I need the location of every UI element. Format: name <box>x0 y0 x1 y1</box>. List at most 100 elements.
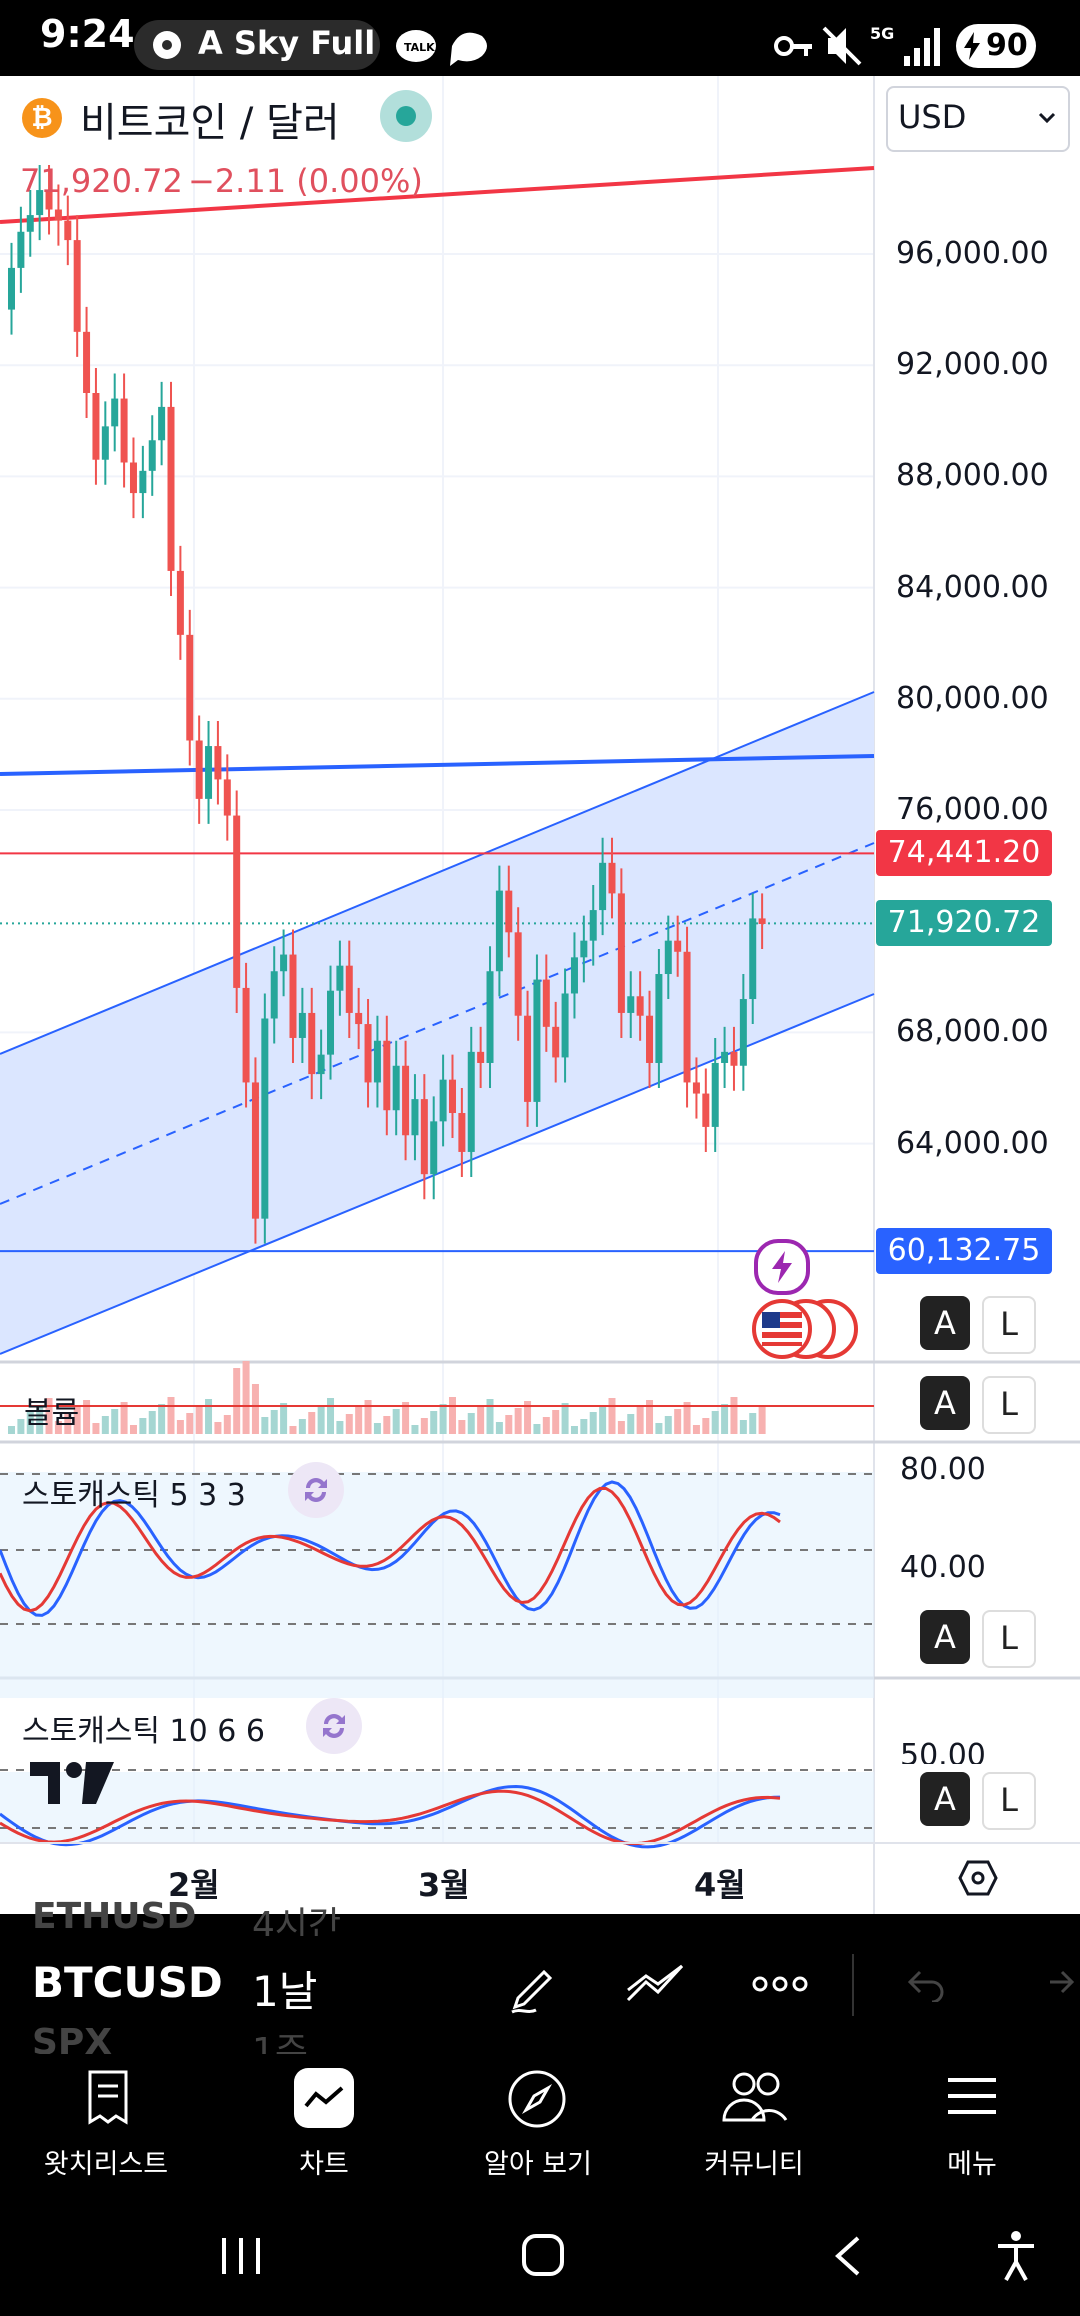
candle-body <box>589 910 597 941</box>
current-symbol[interactable]: BTCUSD <box>32 1958 223 2007</box>
volume-bar <box>430 1411 438 1434</box>
market-status-dot[interactable] <box>380 90 432 142</box>
volume-bar <box>627 1414 635 1434</box>
tab-watchlist[interactable]: 왓치리스트 <box>6 2054 206 2186</box>
log-scale-button-main[interactable]: L <box>982 1296 1036 1354</box>
candle-body <box>54 209 62 221</box>
tab-explore[interactable]: 알아 보기 <box>438 2054 638 2186</box>
regression-channel[interactable] <box>0 166 875 1355</box>
candle-body <box>495 890 503 972</box>
candle-body <box>139 470 147 494</box>
volume-bar <box>383 1416 391 1434</box>
us-economic-event-icon[interactable] <box>750 1298 860 1360</box>
volume-bar <box>327 1398 335 1434</box>
candle-body <box>383 1040 391 1111</box>
chart-area[interactable]: ₿ 비트코인 / 달러 71,920.72 −2.11 (0.00%) USD … <box>0 76 1080 1914</box>
candle-body <box>646 1015 654 1063</box>
volume-bar <box>64 1414 72 1434</box>
candle-body <box>92 393 100 460</box>
watch-row-next-interval[interactable]: 1주 <box>252 2031 309 2054</box>
log-scale-button-stoch2[interactable]: L <box>982 1772 1036 1830</box>
accessibility-icon[interactable] <box>994 2230 1038 2282</box>
candle-body <box>411 1099 419 1136</box>
stoch1-refresh-icon[interactable] <box>288 1462 344 1518</box>
volume-bar <box>739 1420 747 1434</box>
symbol-title[interactable]: 비트코인 / 달러 <box>80 100 340 146</box>
candle-body <box>721 1051 729 1063</box>
flash-event-icon[interactable] <box>754 1239 810 1295</box>
candle-body <box>627 996 635 1013</box>
candle-body <box>364 1024 372 1083</box>
candle-body <box>111 398 119 427</box>
volume-bar <box>617 1421 625 1434</box>
stoch2-pane-label[interactable]: 스토캐스틱 10 6 6 <box>22 1714 265 1749</box>
watch-row-prev-interval[interactable]: 4시간 <box>252 1905 342 1936</box>
volume-bar <box>552 1410 560 1434</box>
candle-body <box>439 1079 447 1122</box>
volume-bar <box>73 1407 81 1434</box>
tradingview-logo[interactable] <box>30 1762 114 1804</box>
volume-pane-label[interactable]: 볼륨 <box>24 1396 80 1431</box>
undo-icon[interactable] <box>906 1966 946 2002</box>
candle-body <box>8 267 15 310</box>
volume-bar <box>758 1406 766 1434</box>
candle-body <box>711 1062 719 1127</box>
home-icon[interactable] <box>520 2232 566 2278</box>
watch-row-next-symbol[interactable]: SPX <box>32 2022 113 2054</box>
log-scale-button-stoch1[interactable]: L <box>982 1610 1036 1668</box>
volume-bar <box>411 1425 419 1434</box>
status-time: 9:24 <box>40 12 135 56</box>
auto-scale-button-main[interactable]: A <box>920 1296 970 1350</box>
candle-body <box>101 426 109 460</box>
chart-settings-icon[interactable] <box>958 1858 998 1898</box>
more-icon[interactable] <box>752 1972 808 1996</box>
auto-scale-button-stoch2[interactable]: A <box>920 1772 970 1826</box>
recent-apps-icon[interactable] <box>218 2236 264 2276</box>
volume-bar <box>505 1415 513 1434</box>
candle-body <box>758 918 766 924</box>
volume-bar <box>683 1402 691 1434</box>
price-axis[interactable]: 96,000.00 92,000.00 88,000.00 84,000.00 80,0… <box>874 76 1080 1914</box>
current-interval[interactable]: 1날 <box>252 1967 318 2016</box>
redo-icon[interactable] <box>1036 1966 1076 2002</box>
price-axis-label: 80,000.00 <box>896 680 1049 716</box>
volume-bar <box>458 1420 466 1434</box>
candle-body <box>561 993 569 1058</box>
volume-bar <box>608 1398 616 1434</box>
candle-body <box>148 440 156 471</box>
tab-menu[interactable]: 메뉴 <box>872 2054 1072 2186</box>
chart-canvas[interactable] <box>0 76 1080 1914</box>
volume-bar <box>364 1400 372 1434</box>
volume-bar <box>317 1405 325 1434</box>
candles <box>8 165 766 1244</box>
drawing-pen-icon[interactable] <box>504 1956 564 2016</box>
svg-text:TALK: TALK <box>404 41 435 54</box>
trend-line-icon[interactable] <box>624 1960 688 2010</box>
bottom-toolbar: ETHUSD 4시간 BTCUSD 1날 SPX 1주 <box>0 1896 1080 2054</box>
back-icon[interactable] <box>830 2234 864 2278</box>
tab-community[interactable]: 커뮤니티 <box>654 2054 854 2186</box>
volume-bar <box>448 1397 456 1434</box>
candle-body <box>270 971 278 1019</box>
tab-chart[interactable]: 차트 <box>224 2054 424 2186</box>
watch-row-prev-symbol[interactable]: ETHUSD <box>32 1896 197 1936</box>
volume-bar <box>580 1419 588 1434</box>
candle-body <box>186 634 194 741</box>
price-tag: 60,132.75 <box>876 1228 1052 1275</box>
candle-body <box>308 1012 316 1075</box>
volume-bar <box>92 1423 100 1434</box>
candle-body <box>120 398 128 463</box>
candle-body <box>355 1012 363 1025</box>
candle-body <box>542 979 550 1027</box>
candle-body <box>402 1065 410 1136</box>
system-nav-bar <box>0 2186 1080 2316</box>
stoch2-refresh-icon[interactable] <box>306 1698 362 1754</box>
volume-bar <box>711 1411 719 1434</box>
volume-bar <box>289 1426 297 1434</box>
auto-scale-button-volume[interactable]: A <box>920 1376 970 1430</box>
stoch1-pane-label[interactable]: 스토캐스틱 5 3 3 <box>22 1478 246 1513</box>
auto-scale-button-stoch1[interactable]: A <box>920 1610 970 1664</box>
bottom-tab-bar: 왓치리스트 차트 알아 보기 커뮤니티 메뉴 <box>0 2054 1080 2186</box>
currency-select[interactable]: USD <box>886 86 1070 152</box>
log-scale-button-volume[interactable]: L <box>982 1376 1036 1434</box>
